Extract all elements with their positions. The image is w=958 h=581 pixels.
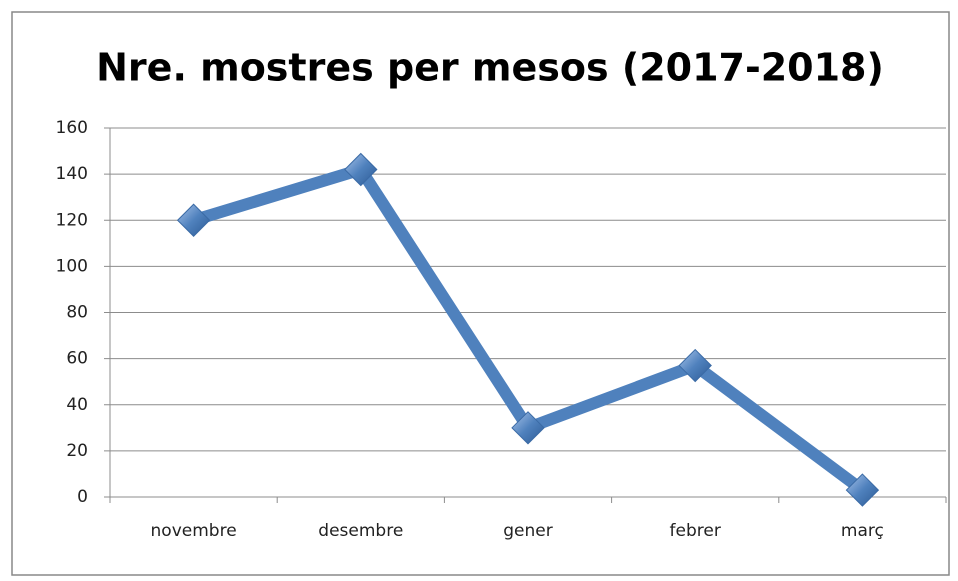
y-tick-label: 20 (66, 441, 88, 461)
y-tick-label: 80 (66, 303, 88, 323)
y-tick-label: 160 (56, 118, 88, 138)
data-point (678, 348, 712, 383)
x-tick-label: novembre (151, 521, 237, 541)
x-tick-label: febrer (670, 521, 721, 541)
y-tick-label: 40 (66, 395, 88, 415)
data-point (511, 411, 545, 445)
data-point (344, 152, 378, 187)
y-tick-label: 60 (66, 349, 88, 369)
y-tick-label: 100 (56, 256, 88, 276)
chart-frame (11, 11, 950, 576)
x-tick-label: desembre (318, 521, 403, 541)
chart-title: Nre. mostres per mesos (2017-2018) (96, 46, 884, 90)
y-tick-label: 120 (56, 210, 88, 230)
x-tick-label: març (841, 521, 884, 541)
x-tick-label: gener (503, 521, 552, 541)
y-tick-label: 140 (56, 164, 88, 184)
data-point (176, 203, 211, 237)
data-point (845, 473, 880, 507)
y-tick-label: 0 (77, 487, 88, 507)
